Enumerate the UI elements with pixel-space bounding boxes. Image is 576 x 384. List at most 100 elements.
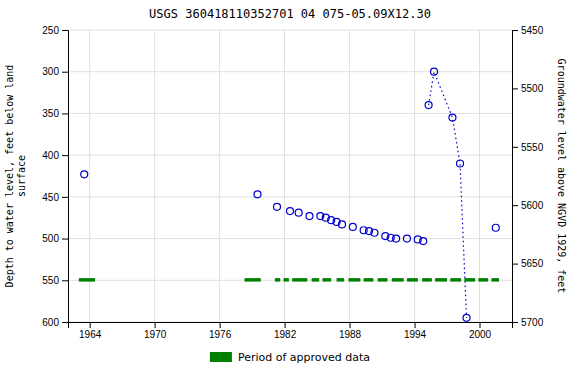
chart: 1964 1970 1976 1982 1988 1994 2000 250 300 350 400…	[0, 0, 576, 384]
tick-mark	[220, 322, 221, 328]
plot: 1964 1970 1976 1982 1988 1994 2000 250 300 350 400…	[42, 25, 543, 340]
approved-segment	[292, 278, 307, 282]
tick: 5500	[512, 83, 544, 94]
tick: 5450	[512, 25, 544, 36]
legend-label: Period of approved data	[238, 351, 370, 364]
tick-mark	[285, 322, 286, 328]
tick-label: 5600	[521, 200, 544, 211]
approved-segment	[322, 278, 331, 282]
legend-swatch	[210, 352, 232, 362]
tick: 5650	[512, 258, 544, 269]
point	[420, 238, 427, 245]
marks	[79, 68, 499, 321]
point	[393, 235, 400, 242]
title: USGS 360418110352701 04 075-05.09X12.30	[149, 7, 431, 21]
line	[429, 72, 467, 318]
tick-label: 5700	[521, 317, 544, 328]
approved-segment	[378, 278, 388, 282]
tick-label: 5550	[521, 142, 544, 153]
tick-mark	[415, 322, 416, 328]
tick-mark	[62, 239, 68, 240]
tick-mark	[512, 322, 518, 323]
tick-label: 5650	[521, 258, 544, 269]
tick-label: 400	[42, 150, 59, 161]
grid-line	[154, 30, 155, 322]
tick-label: 550	[42, 275, 59, 286]
tick-label: 1964	[79, 329, 102, 340]
approved-segment	[435, 278, 447, 282]
grid-line	[68, 196, 512, 197]
tick: 450	[42, 192, 68, 203]
tick-mark	[512, 147, 518, 148]
tick: 2000	[469, 322, 492, 340]
tick-label: 300	[42, 66, 59, 77]
approved-segment	[275, 278, 280, 282]
tick-label: 500	[42, 233, 59, 244]
tick-mark	[62, 72, 68, 73]
tick-label: 1976	[209, 329, 232, 340]
point	[492, 224, 499, 231]
legend: Period of approved data	[210, 351, 370, 364]
tick-mark	[350, 322, 351, 328]
point	[295, 209, 302, 216]
grid	[68, 30, 512, 322]
tick: 1976	[209, 322, 232, 340]
tick: 600	[42, 317, 68, 328]
grid-line	[68, 71, 512, 72]
approved-segment	[364, 278, 374, 282]
approved-segment	[348, 278, 360, 282]
grid-line	[68, 113, 512, 114]
tick-label: 1970	[144, 329, 167, 340]
approved-segment	[407, 278, 418, 282]
tick-label: 600	[42, 317, 59, 328]
point	[431, 68, 438, 75]
tick: 300	[42, 66, 68, 77]
point	[254, 191, 261, 198]
approved-segment	[450, 278, 461, 282]
point	[463, 314, 470, 321]
tick-mark	[512, 30, 518, 31]
tick-mark	[155, 322, 156, 328]
grid-line	[68, 238, 512, 239]
y2-axis-label: Groundwater level above NGVD 1929, feet	[556, 59, 567, 294]
point	[81, 171, 88, 178]
tick: 5600	[512, 200, 544, 211]
approved-segment	[245, 278, 261, 282]
series	[81, 171, 427, 245]
point	[287, 208, 294, 215]
tick-label: 1982	[274, 329, 297, 340]
tick-label: 450	[42, 192, 59, 203]
tick: 350	[42, 108, 68, 119]
tick: 550	[42, 275, 68, 286]
grid-line	[219, 30, 220, 322]
tick-mark	[62, 197, 68, 198]
tick-mark	[62, 155, 68, 156]
point	[371, 229, 378, 236]
tick: 1994	[404, 322, 427, 340]
tick-mark	[62, 30, 68, 31]
tick-label: 1994	[404, 329, 427, 340]
approved-segment	[464, 278, 475, 282]
tick: 1970	[144, 322, 167, 340]
tick-mark	[512, 205, 518, 206]
point	[274, 203, 281, 210]
tick-mark	[62, 322, 68, 323]
y2-axis: 5700 5650 5600 5550 5500 5450	[512, 25, 544, 328]
y-axis-label: Depth to water level, feet below landsur…	[4, 65, 27, 288]
tick-label: 2000	[469, 329, 492, 340]
tick: 5550	[512, 142, 544, 153]
approved-segment	[79, 278, 95, 282]
approved-segment	[284, 278, 289, 282]
point	[449, 114, 456, 121]
legend-item: Period of approved data	[210, 351, 370, 364]
approved-segment	[491, 278, 499, 282]
tick: 250	[42, 25, 68, 36]
grid-line	[68, 155, 512, 156]
point	[425, 102, 432, 109]
point	[306, 213, 313, 220]
tick-mark	[512, 264, 518, 265]
grid-line	[68, 280, 512, 281]
tick: 1988	[339, 322, 362, 340]
approved-segment	[312, 278, 320, 282]
axis-domain	[62, 31, 69, 323]
